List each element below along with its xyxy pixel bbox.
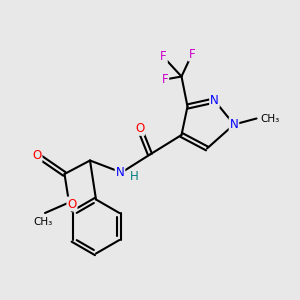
Text: F: F: [162, 73, 168, 86]
Text: CH₃: CH₃: [260, 113, 279, 124]
Text: O: O: [135, 122, 144, 135]
Text: N: N: [230, 118, 238, 131]
Text: F: F: [160, 50, 167, 64]
Text: CH₃: CH₃: [34, 217, 53, 226]
Text: O: O: [32, 148, 41, 162]
Text: F: F: [189, 47, 195, 61]
Text: N: N: [210, 94, 219, 107]
Text: O: O: [68, 197, 76, 211]
Text: N: N: [116, 166, 124, 179]
Text: H: H: [130, 169, 139, 183]
